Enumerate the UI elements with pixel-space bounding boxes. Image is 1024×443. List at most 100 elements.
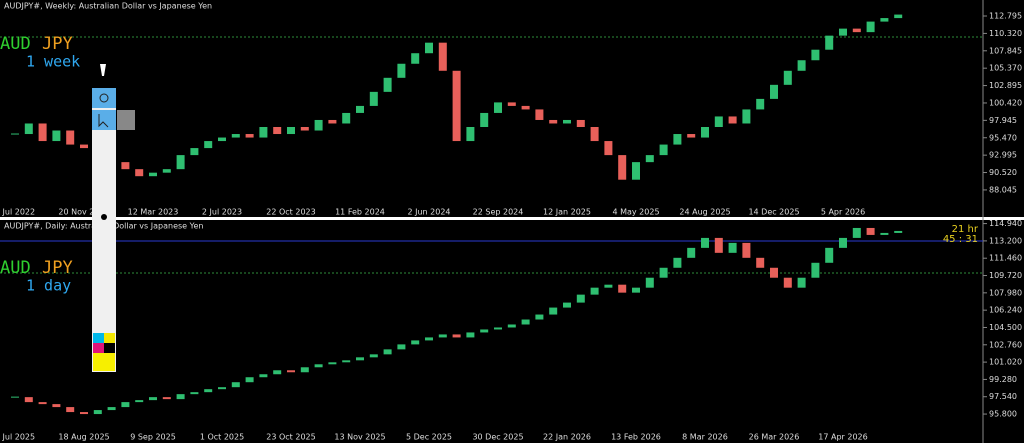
candle <box>190 392 199 395</box>
y-tick-label: 101.020 <box>989 358 1022 367</box>
candle <box>369 91 378 106</box>
icon <box>101 214 107 220</box>
candle <box>425 42 433 54</box>
candle <box>714 237 723 253</box>
x-tick-label: 5 Dec 2025 <box>406 433 452 442</box>
candle <box>135 169 144 177</box>
candle <box>190 148 199 156</box>
candle <box>645 277 654 288</box>
tool-eye[interactable] <box>92 88 116 108</box>
candle <box>797 60 806 71</box>
pair-label: JPY <box>42 34 73 54</box>
y-tick-label: 102.895 <box>989 81 1022 90</box>
candle <box>383 77 392 92</box>
candle <box>162 169 171 173</box>
tool-cursor[interactable] <box>92 110 116 130</box>
x-tick-label: 2 Jul 2023 <box>202 208 242 217</box>
candle <box>880 18 889 22</box>
x-tick-label: 5 Apr 2026 <box>821 208 865 217</box>
candle <box>80 412 88 415</box>
icon <box>99 93 109 103</box>
panel-separator <box>0 217 1024 220</box>
x-tick-label: 23 Oct 2025 <box>266 433 315 442</box>
x-tick-label: 18 Aug 2025 <box>58 433 109 442</box>
candle <box>300 367 309 373</box>
candle <box>783 277 792 288</box>
candle <box>411 340 420 345</box>
candle <box>369 354 378 358</box>
y-tick-label: 88.045 <box>989 185 1017 194</box>
candle <box>287 370 295 373</box>
candle <box>825 247 834 263</box>
candle <box>563 119 571 124</box>
candle <box>300 127 309 131</box>
candle <box>66 130 75 145</box>
candle <box>618 284 627 293</box>
candle <box>632 287 640 293</box>
candle <box>149 172 157 177</box>
candle <box>866 21 875 33</box>
candle <box>356 105 364 113</box>
candle <box>659 267 668 278</box>
y-tick-label: 95.470 <box>989 133 1017 142</box>
candle <box>576 119 585 127</box>
candle <box>328 119 337 124</box>
candle <box>342 112 351 124</box>
x-tick-label: 12 Mar 2023 <box>128 208 179 217</box>
x-tick-label: 17 Apr 2026 <box>818 433 867 442</box>
candle <box>494 327 502 330</box>
candle <box>880 232 889 235</box>
swatch[interactable] <box>104 333 115 343</box>
candle <box>701 127 709 138</box>
candle <box>673 257 682 268</box>
candle <box>466 127 475 142</box>
candle <box>811 262 820 278</box>
tool-crosshair[interactable] <box>117 110 135 130</box>
toolbar-panel <box>92 88 116 372</box>
swatch[interactable] <box>93 333 104 343</box>
y-tick-label: 106.240 <box>989 306 1022 315</box>
candle <box>438 42 447 71</box>
candle <box>687 247 696 258</box>
chart-title: AUDJPY#, Weekly: Australian Dollar vs Ja… <box>4 2 212 11</box>
candle <box>149 397 157 401</box>
x-tick-label: 20 Nov 2022 <box>58 208 109 217</box>
swatch[interactable] <box>104 343 115 353</box>
y-tick-label: 114.940 <box>989 219 1022 228</box>
y-tick-label: 105.370 <box>989 64 1022 73</box>
x-tick-label: 30 Dec 2025 <box>472 433 523 442</box>
candle <box>563 302 571 308</box>
y-tick-label: 99.280 <box>989 375 1017 384</box>
candle <box>687 134 696 138</box>
swatch[interactable] <box>93 353 115 371</box>
candle <box>852 227 861 238</box>
candle <box>204 389 213 393</box>
candle <box>218 387 226 390</box>
candle <box>632 162 640 180</box>
y-tick-label: 97.540 <box>989 392 1017 401</box>
candle <box>273 127 282 135</box>
candle <box>328 362 337 365</box>
candle <box>287 127 295 135</box>
swatch[interactable] <box>93 343 104 353</box>
candle <box>218 137 226 142</box>
candle <box>245 134 254 138</box>
candle <box>494 102 502 113</box>
candle <box>507 102 516 106</box>
candle <box>756 98 765 110</box>
candle <box>107 407 116 411</box>
x-tick-label: 8 Mar 2026 <box>682 433 728 442</box>
candle <box>825 35 834 50</box>
candle <box>204 141 213 149</box>
y-tick-label: 104.500 <box>989 323 1022 332</box>
candle <box>839 237 847 248</box>
y-tick-label: 107.980 <box>989 288 1022 297</box>
candle <box>231 382 240 388</box>
candle <box>259 127 268 138</box>
candle <box>770 84 778 99</box>
candle <box>314 119 323 131</box>
x-tick-label: 22 Oct 2023 <box>266 208 315 217</box>
candle <box>245 377 254 383</box>
